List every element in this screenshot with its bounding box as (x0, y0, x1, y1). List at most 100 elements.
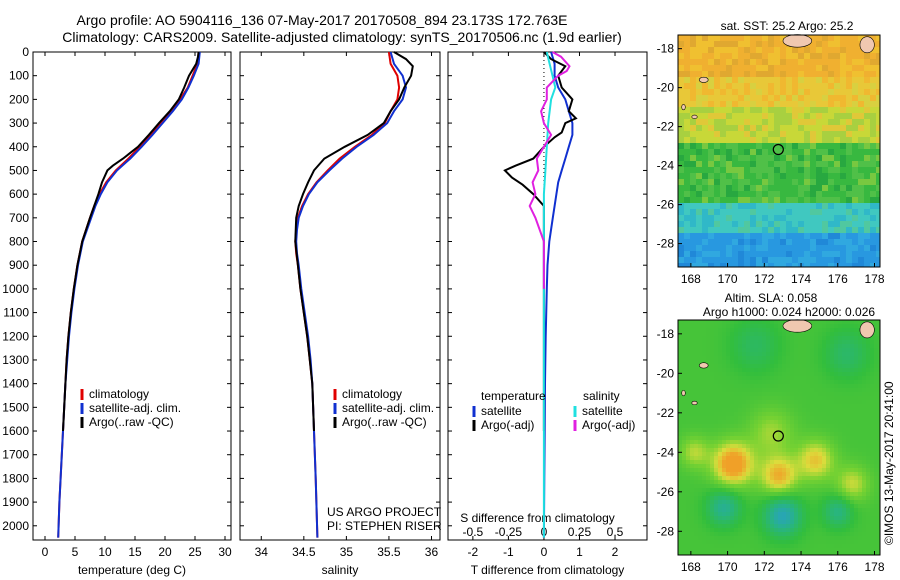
map-cell (864, 185, 870, 191)
map-cell (822, 173, 828, 179)
map-cell (840, 125, 846, 131)
map-cell (702, 476, 706, 480)
map-cell (774, 35, 780, 41)
map-cell (678, 512, 682, 516)
map-cell (766, 436, 770, 440)
map-cell (686, 484, 690, 488)
map-cell (810, 436, 814, 440)
map-cell (794, 492, 798, 496)
difference-panel: -2 -1 0 1 2T difference from climatology-0.5… (447, 51, 648, 577)
map-cell (834, 380, 838, 384)
map-cell (738, 340, 742, 344)
map-cell (726, 484, 730, 488)
map-cell (852, 149, 858, 155)
map-cell (830, 540, 834, 544)
map-cell (714, 432, 718, 436)
map-cell (738, 53, 744, 59)
map-cell (858, 488, 862, 492)
map-cell (768, 95, 774, 101)
map-cell (862, 536, 866, 540)
map-cell (710, 348, 714, 352)
map-cell (792, 173, 798, 179)
map-cell (706, 436, 710, 440)
map-cell (810, 416, 814, 420)
map-cell (722, 488, 726, 492)
map-cell (810, 113, 816, 119)
map-cell (730, 456, 734, 460)
map-cell (710, 360, 714, 364)
map-cell (750, 452, 754, 456)
map-cell (864, 263, 870, 267)
map-cell (730, 364, 734, 368)
map-cell (732, 251, 738, 257)
map-cell (758, 424, 762, 428)
map-cell (722, 404, 726, 408)
map-cell (870, 113, 876, 119)
map-cell (838, 492, 842, 496)
map-cell (702, 209, 708, 215)
map-cell (782, 492, 786, 496)
map-cell (802, 380, 806, 384)
map-cell (710, 552, 714, 555)
map-cell (682, 420, 686, 424)
map-cell (762, 540, 766, 544)
map-cell (754, 332, 758, 336)
map-cell (750, 41, 756, 47)
map-cell (770, 444, 774, 448)
map-cell (798, 524, 802, 528)
map-cell (810, 332, 814, 336)
map-cell (794, 380, 798, 384)
map-cell (754, 488, 758, 492)
map-cell (694, 544, 698, 548)
map-cell (774, 251, 780, 257)
map-cell (878, 480, 880, 484)
map-cell (738, 528, 742, 532)
map-cell (746, 348, 750, 352)
map-cell (798, 536, 802, 540)
map-cell (834, 119, 840, 125)
map-cell (854, 376, 858, 380)
map-cell (762, 368, 766, 372)
map-cell (726, 233, 732, 239)
map-cell (678, 388, 682, 392)
map-cell (758, 456, 762, 460)
map-cell (814, 500, 818, 504)
map-cell (678, 524, 682, 528)
map-cell (696, 215, 702, 221)
map-cell (806, 380, 810, 384)
map-cell (798, 173, 804, 179)
map-cell (754, 320, 758, 324)
depth-tick-label: 900 (9, 258, 29, 272)
map-cell (830, 340, 834, 344)
map-cell (734, 404, 738, 408)
map-y-tick-label: -18 (657, 327, 675, 341)
map-cell (816, 191, 822, 197)
map-cell (766, 472, 770, 476)
map-cell (702, 548, 706, 552)
map-cell (726, 59, 732, 65)
map-title: Altim. SLA: 0.058 (725, 291, 818, 305)
map-cell (794, 516, 798, 520)
map-cell (846, 496, 850, 500)
map-cell (858, 468, 862, 472)
map-cell (708, 47, 714, 53)
map-cell (846, 412, 850, 416)
map-cell (790, 396, 794, 400)
map-cell (822, 396, 826, 400)
map-cell (720, 125, 726, 131)
map-cell (810, 400, 814, 404)
map-cell (750, 536, 754, 540)
map-cell (714, 233, 720, 239)
map-cell (852, 233, 858, 239)
map-cell (742, 436, 746, 440)
map-cell (684, 263, 690, 267)
map-cell (774, 484, 778, 488)
map-cell (742, 468, 746, 472)
map-cell (774, 480, 778, 484)
map-cell (834, 428, 838, 432)
map-cell (822, 107, 828, 113)
map-cell (842, 380, 846, 384)
map-cell (798, 552, 802, 555)
map-cell (834, 348, 838, 352)
map-cell (738, 400, 742, 404)
